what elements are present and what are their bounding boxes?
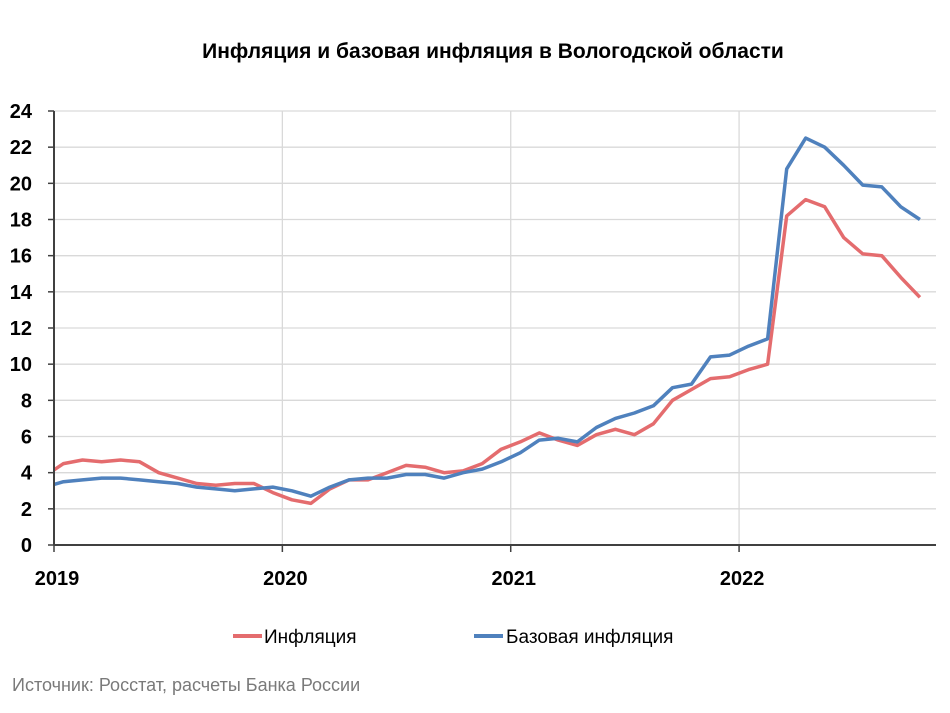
y-tick-label: 2 — [21, 499, 32, 521]
x-tick-label: 2021 — [491, 568, 536, 590]
legend-label-core-inflation: Базовая инфляция — [506, 627, 673, 648]
y-tick-label: 22 — [10, 137, 32, 159]
x-axis-ticks: 2019 2020 2021 2022 — [35, 545, 765, 590]
legend-item-inflation: Инфляция — [233, 627, 357, 648]
y-tick-label: 6 — [21, 427, 32, 449]
x-tick-label: 2020 — [263, 568, 308, 590]
legend-item-core-inflation: Базовая инфляция — [474, 627, 673, 648]
y-tick-label: 10 — [10, 354, 32, 376]
series-lines — [54, 136, 922, 506]
y-tick-label: 18 — [10, 210, 32, 232]
y-tick-label: 8 — [21, 390, 32, 412]
legend: Инфляция Базовая инфляция — [233, 627, 673, 648]
y-tick-label: 12 — [10, 318, 32, 340]
y-tick-label: 24 — [10, 101, 33, 123]
y-tick-label: 0 — [21, 535, 32, 557]
x-tick-label: 2022 — [720, 568, 765, 590]
y-tick-label: 20 — [10, 173, 32, 195]
y-tick-label: 16 — [10, 246, 32, 268]
y-tick-label: 14 — [10, 282, 33, 304]
source-note: Источник: Росстат, расчеты Банка России — [12, 675, 360, 695]
legend-label-inflation: Инфляция — [264, 627, 357, 648]
gridlines — [54, 110, 936, 545]
chart-title: Инфляция и базовая инфляция в Вологодско… — [202, 40, 784, 63]
series-line-inflation — [54, 197, 922, 506]
y-tick-label: 4 — [21, 463, 33, 485]
x-tick-label: 2019 — [35, 568, 80, 590]
series-line-core-inflation — [54, 136, 921, 498]
